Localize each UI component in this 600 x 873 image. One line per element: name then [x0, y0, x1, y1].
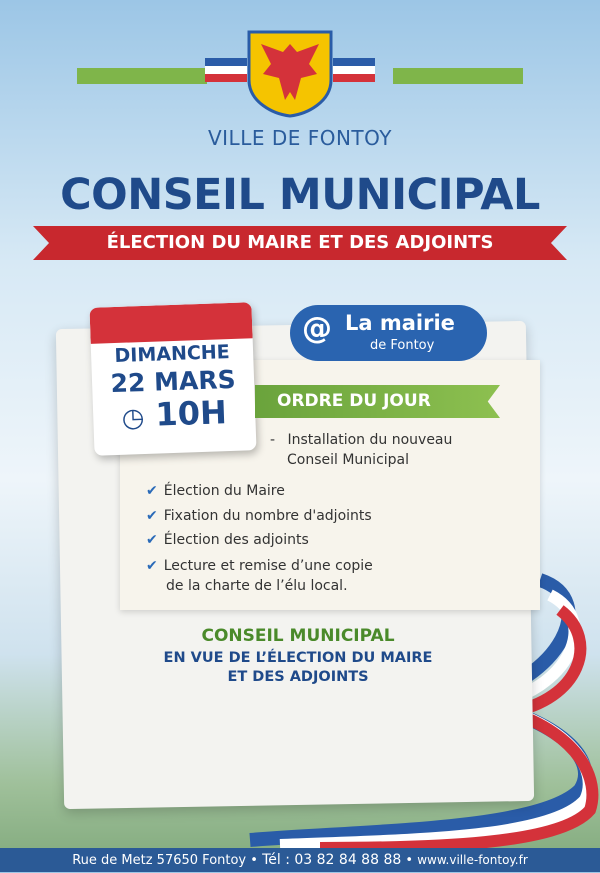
list-item: ✔ Élection des adjoints	[146, 532, 309, 548]
check-icon: ✔	[146, 507, 158, 524]
check-icon: ✔	[146, 483, 158, 499]
check-icon: ✔	[146, 532, 158, 548]
calendar-rings-icon	[89, 302, 253, 344]
page-title: CONSEIL MUNICIPAL	[60, 170, 540, 220]
closing-text: CONSEIL MUNICIPAL EN VUE DE L’ÉLECTION D…	[0, 626, 596, 685]
location-line2: de Fontoy	[370, 338, 435, 353]
subtitle-banner: ÉLECTION DU MAIRE ET DES ADJOINTS	[33, 226, 567, 260]
right-green-ribbon	[393, 68, 523, 84]
check-icon: ✔	[146, 557, 158, 574]
closing-line1: CONSEIL MUNICIPAL	[201, 626, 395, 646]
closing-line2: EN VUE DE L’ÉLECTION DU MAIRE	[163, 650, 433, 666]
at-pin-icon: @	[302, 311, 332, 346]
intro-line: Conseil Municipal	[287, 452, 410, 468]
separator: •	[405, 853, 414, 868]
coat-of-arms-logo	[247, 30, 333, 118]
location-bubble: @ La mairie de Fontoy	[290, 305, 487, 361]
calendar: DIMANCHE 22 MARS ◷ 10H	[89, 302, 257, 456]
list-item: ✔ Élection du Maire	[146, 483, 285, 499]
clock-icon: ◷	[121, 403, 145, 434]
location-line1: La mairie	[345, 311, 455, 335]
agenda-intro: - Installation du nouveau Conseil Munici…	[270, 432, 453, 468]
calendar-day: DIMANCHE	[114, 341, 231, 368]
separator: •	[250, 853, 258, 868]
agenda-title: ORDRE DU JOUR	[255, 385, 500, 418]
left-green-ribbon	[77, 68, 207, 84]
list-item: ✔ Fixation du nombre d'adjoints	[146, 507, 372, 524]
list-item: ✔ Lecture et remise d’une copie	[146, 557, 373, 574]
footer: Rue de Metz 57650 Fontoy • Tél : 03 82 8…	[0, 848, 600, 872]
city-name: VILLE DE FONTOY	[207, 126, 393, 150]
footer-address: Rue de Metz 57650 Fontoy	[72, 853, 247, 868]
agenda-list: ✔ Élection du Maire ✔ Fixation du nombre d…	[146, 479, 373, 596]
footer-website: www.ville-fontoy.fr	[417, 853, 528, 867]
calendar-time: 10H	[154, 393, 228, 434]
intro-line: Installation du nouveau	[287, 432, 453, 448]
closing-line3: ET DES ADJOINTS	[227, 669, 369, 685]
list-item-continuation: de la charte de l’élu local.	[166, 577, 348, 594]
footer-phone: Tél : 03 82 84 88 88	[262, 852, 402, 868]
